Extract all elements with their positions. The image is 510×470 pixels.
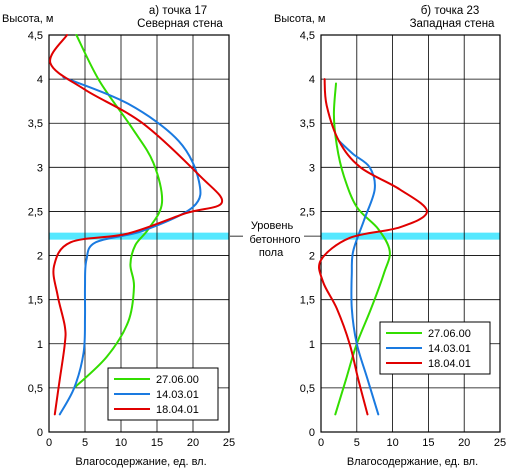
annotation-text-line: бетонного [249,234,300,246]
x-tick-label: 15 [422,437,434,449]
y-tick-label: 3 [309,162,315,174]
y-axis-label: Высота, м [274,13,325,25]
legend-label: 18.04.01 [156,404,199,416]
x-tick-label: 25 [223,437,235,449]
y-tick-label: 0 [309,427,315,439]
x-tick-label: 5 [82,437,88,449]
x-tick-label: 0 [318,437,324,449]
series-line [58,76,202,416]
legend-label: 27.06.00 [428,328,471,340]
y-tick-label: 1,5 [300,295,315,307]
y-tick-label: 1 [37,339,43,351]
y-tick-label: 3,5 [300,118,315,130]
legend-label: 18.04.01 [428,358,471,370]
annotation-text-line: пола [259,247,284,259]
series-line [73,34,164,389]
x-axis-label: Влагосодержание, ед. вл. [75,456,206,468]
y-axis-label: Высота, м [2,13,53,25]
x-tick-label: 15 [151,437,163,449]
legend-label: 14.03.01 [156,389,199,401]
y-tick-label: 3 [37,162,43,174]
series-line [337,139,380,416]
x-tick-label: 0 [46,437,52,449]
floor-band-left [49,232,229,240]
y-tick-label: 2,5 [300,206,315,218]
y-tick-label: 4 [309,74,315,86]
annotation-text-line: Уровень [251,220,294,232]
y-tick-label: 1,5 [28,295,43,307]
legend-label: 14.03.01 [428,343,471,355]
y-tick-label: 2 [37,251,43,263]
series-line [318,78,428,416]
plot-frame [320,34,501,433]
floor-band-right [321,232,500,240]
legend-label: 27.06.00 [156,374,199,386]
chart-subtitle: Северная стена [137,18,223,30]
panel-left: 0 5 10 15 20 25 0 0,5 1 1,5 2 2,5 3 3,5 4 4,5 Высота, м В… [2,5,235,468]
y-tick-label: 4 [37,74,43,86]
y-tick-label: 3,5 [28,118,43,130]
y-tick-label: 2,5 [28,206,43,218]
x-tick-label: 25 [494,437,506,449]
chart-title: а) точка 17 [149,5,207,17]
panel-right: 0 5 10 15 20 25 0 0,5 1 1,5 2 2,5 3 3,5 4 4,5 Высота, м В… [274,5,506,468]
x-tick-label: 20 [458,437,470,449]
x-tick-label: 20 [187,437,199,449]
x-tick-label: 5 [354,437,360,449]
series-line [49,34,224,416]
y-tick-label: 4,5 [300,30,315,42]
y-tick-label: 0,5 [28,383,43,395]
plot-frame [48,34,230,433]
y-tick-label: 2 [309,251,315,263]
y-tick-label: 4,5 [28,30,43,42]
y-tick-label: 0,5 [300,383,315,395]
x-tick-label: 10 [386,437,398,449]
chart-subtitle: Западная стена [410,18,495,30]
x-axis-label: Влагосодержание, ед. вл. [347,456,478,468]
x-tick-label: 10 [115,437,127,449]
annotation-backdrop [232,223,318,237]
chart-title: б) точка 23 [421,5,480,17]
y-tick-label: 0 [37,427,43,439]
series-line [332,82,391,416]
y-tick-label: 1 [309,339,315,351]
